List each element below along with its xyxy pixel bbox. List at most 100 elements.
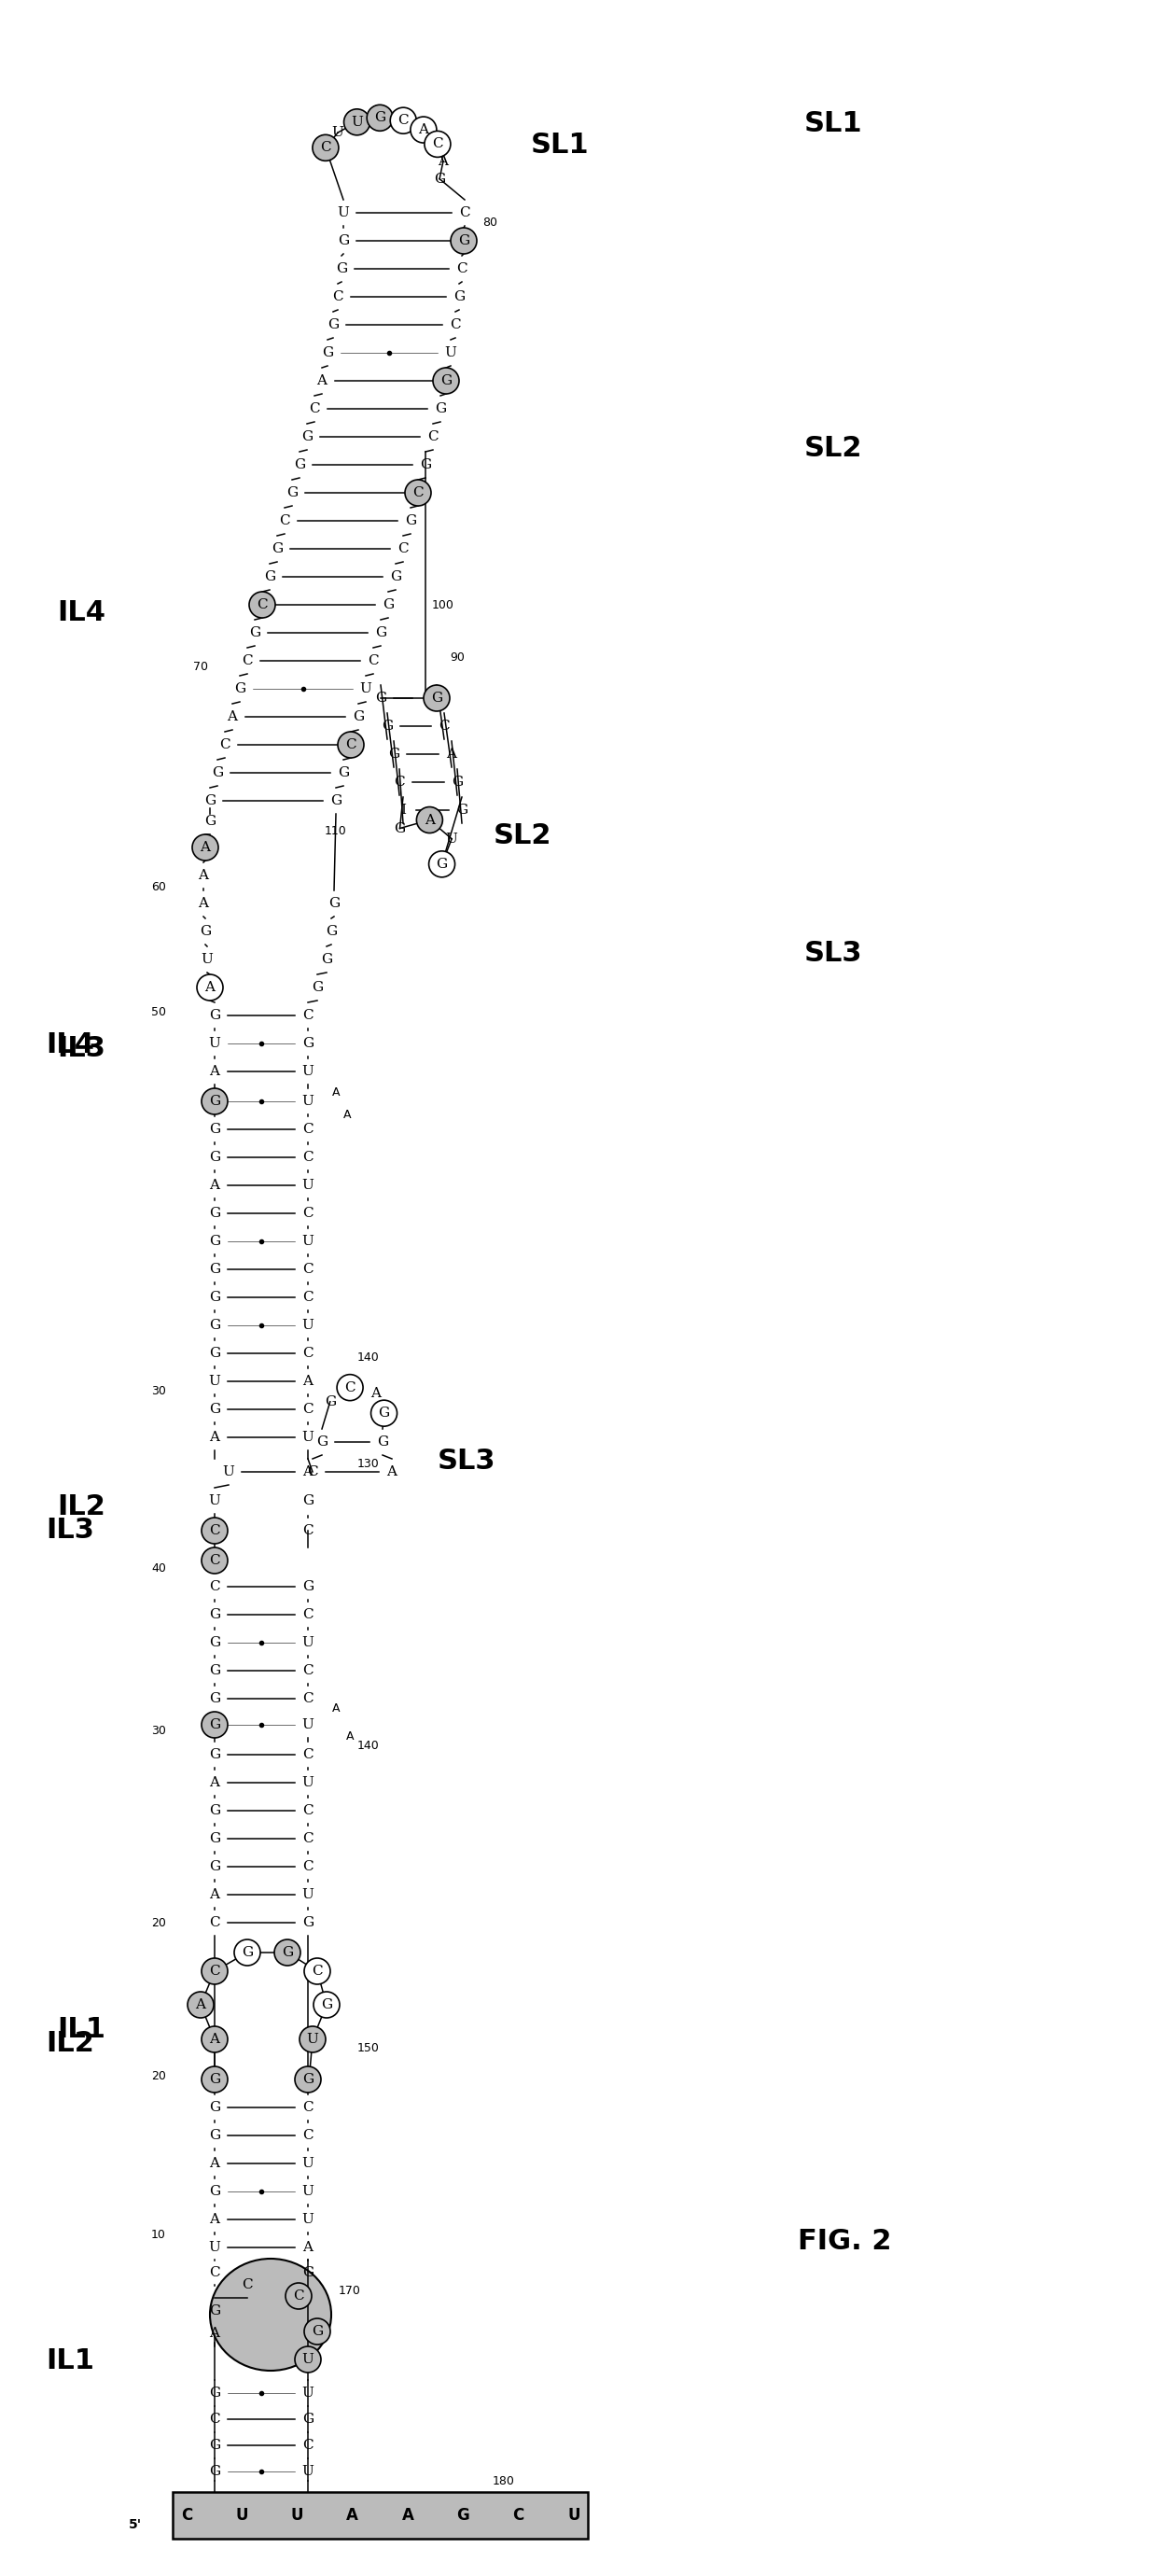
- Text: SL3: SL3: [437, 1448, 495, 1473]
- Circle shape: [249, 592, 275, 618]
- Text: C: C: [302, 1151, 314, 1164]
- Text: G: G: [249, 626, 260, 639]
- Text: A: A: [198, 896, 208, 909]
- Text: A: A: [303, 1466, 314, 1479]
- Text: G: G: [405, 515, 417, 528]
- Circle shape: [234, 1940, 260, 1965]
- Text: G: G: [382, 719, 393, 732]
- Circle shape: [274, 1940, 301, 1965]
- Text: U: U: [302, 1888, 314, 1901]
- Circle shape: [201, 1710, 228, 1739]
- Text: C: C: [180, 2506, 192, 2524]
- Text: C: C: [302, 1664, 314, 1677]
- Text: A: A: [419, 124, 428, 137]
- Text: C: C: [302, 1525, 314, 1538]
- Text: G: G: [377, 1435, 389, 1448]
- Circle shape: [411, 116, 436, 142]
- Text: G: G: [209, 1319, 220, 1332]
- Text: C: C: [368, 654, 378, 667]
- Text: C: C: [209, 1579, 220, 1592]
- Text: G: G: [330, 793, 341, 806]
- Text: G: G: [209, 1206, 220, 1221]
- Text: A: A: [209, 1180, 220, 1193]
- Circle shape: [304, 2318, 330, 2344]
- Text: G: G: [209, 1664, 220, 1677]
- Text: U: U: [338, 206, 349, 219]
- Circle shape: [433, 368, 459, 394]
- Text: 10: 10: [152, 2228, 165, 2241]
- Text: C: C: [345, 1381, 355, 1394]
- Text: C: C: [293, 2290, 304, 2303]
- Text: G: G: [209, 1636, 220, 1649]
- Text: G: G: [209, 1832, 220, 1844]
- Text: A: A: [332, 1703, 340, 1713]
- Text: G: G: [205, 793, 215, 806]
- Text: IL2: IL2: [57, 1494, 105, 1520]
- Text: I: I: [400, 804, 406, 817]
- Text: G: G: [209, 2465, 220, 2478]
- Text: A: A: [205, 981, 215, 994]
- Text: G: G: [209, 1347, 220, 1360]
- Text: G: G: [209, 2102, 220, 2115]
- Text: G: G: [383, 598, 393, 611]
- Text: G: G: [451, 775, 463, 788]
- Circle shape: [286, 2282, 311, 2308]
- Text: G: G: [294, 459, 305, 471]
- Text: G: G: [325, 925, 337, 938]
- Text: G: G: [311, 2326, 323, 2339]
- Text: C: C: [309, 402, 319, 415]
- Text: G: G: [458, 234, 470, 247]
- Text: C: C: [209, 1553, 220, 1566]
- Text: G: G: [272, 544, 282, 556]
- Text: 60: 60: [152, 881, 165, 894]
- Circle shape: [367, 106, 393, 131]
- Text: G: G: [212, 765, 223, 781]
- Text: U: U: [236, 2506, 249, 2524]
- Text: A: A: [209, 1775, 220, 1790]
- Text: G: G: [327, 319, 339, 332]
- Text: A: A: [209, 1888, 220, 1901]
- Text: IL1: IL1: [57, 2017, 105, 2043]
- Text: U: U: [290, 2506, 303, 2524]
- Circle shape: [312, 134, 339, 160]
- Ellipse shape: [205, 1960, 326, 2063]
- Text: U: U: [302, 1095, 314, 1108]
- Text: G: G: [209, 1262, 220, 1275]
- Text: C: C: [302, 2102, 314, 2115]
- Text: G: G: [374, 111, 385, 124]
- Text: G: G: [209, 1692, 220, 1705]
- Text: C: C: [302, 2439, 314, 2452]
- Text: G: G: [209, 2439, 220, 2452]
- Circle shape: [187, 1991, 214, 2017]
- Text: G: G: [336, 263, 347, 276]
- Circle shape: [171, 840, 330, 999]
- Text: C: C: [320, 142, 331, 155]
- Text: G: G: [388, 747, 399, 760]
- Text: C: C: [242, 654, 252, 667]
- Text: U: U: [445, 832, 458, 845]
- Text: 20: 20: [152, 1917, 165, 1929]
- Text: G: G: [316, 1435, 327, 1448]
- Text: IL2: IL2: [46, 2030, 94, 2058]
- Text: 100: 100: [432, 598, 455, 611]
- Ellipse shape: [199, 1455, 301, 1546]
- Text: G: G: [338, 234, 349, 247]
- Circle shape: [371, 1401, 397, 1427]
- Text: U: U: [302, 1180, 314, 1193]
- Text: A: A: [209, 1064, 220, 1077]
- Circle shape: [405, 479, 432, 505]
- Text: U: U: [208, 1038, 221, 1051]
- Text: G: G: [395, 822, 405, 835]
- Text: G: G: [434, 173, 445, 185]
- Text: C: C: [302, 1860, 314, 1873]
- Text: G: G: [329, 896, 340, 909]
- Text: G: G: [264, 569, 275, 582]
- Text: G: G: [286, 487, 297, 500]
- Text: IL1: IL1: [46, 2347, 94, 2375]
- Text: A: A: [209, 2213, 220, 2226]
- Text: G: G: [436, 858, 448, 871]
- Text: G: G: [242, 1945, 253, 1960]
- Circle shape: [192, 835, 219, 860]
- Text: C: C: [302, 1010, 314, 1023]
- Text: SL1: SL1: [531, 131, 589, 157]
